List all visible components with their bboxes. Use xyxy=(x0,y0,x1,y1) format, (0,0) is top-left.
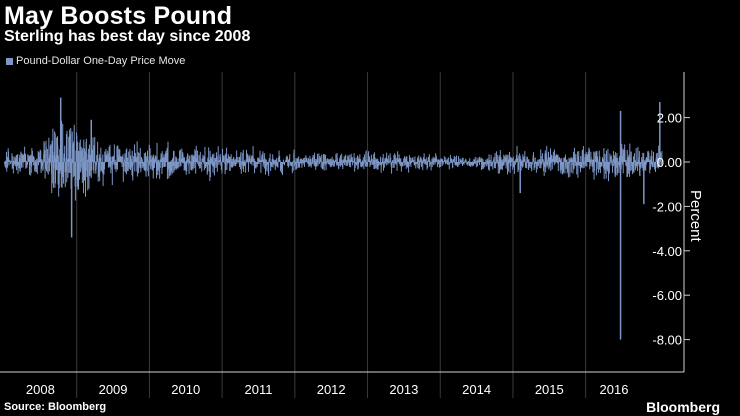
x-tick-label: 2010 xyxy=(171,382,200,397)
legend-label: Pound-Dollar One-Day Price Move xyxy=(16,55,186,67)
chart-subtitle: Sterling has best day since 2008 xyxy=(4,28,251,45)
y-tick-label: -6.00 xyxy=(652,288,682,303)
x-tick-label: 2014 xyxy=(462,382,491,397)
y-tick-label: -8.00 xyxy=(652,333,682,348)
x-tick-label: 2015 xyxy=(535,382,564,397)
legend-swatch xyxy=(6,57,13,65)
x-tick-label: 2013 xyxy=(389,382,418,397)
y-tick-label: -2.00 xyxy=(652,199,682,214)
x-tick-label: 2008 xyxy=(26,382,55,397)
chart-axis xyxy=(0,72,690,373)
x-tick-label: 2016 xyxy=(600,382,629,397)
x-tick-labels: 2008 2009 2010 2011 2012 2013 2014 2015 2016 xyxy=(26,382,629,397)
chart-title: May Boosts Pound xyxy=(4,2,233,30)
x-tick-label: 2012 xyxy=(317,382,346,397)
y-tick-label: -4.00 xyxy=(652,244,682,259)
legend: Pound-Dollar One-Day Price Move xyxy=(6,55,185,67)
source-note: Source: Bloomberg xyxy=(4,401,107,413)
y-tick-label: 0.00 xyxy=(657,155,682,170)
brand-logo: Bloomberg xyxy=(646,399,720,415)
x-tick-label: 2009 xyxy=(99,382,128,397)
y-tick-label: 2.00 xyxy=(657,111,682,126)
chart-bars xyxy=(3,97,663,340)
y-tick-labels: 2.00 0.00 -2.00 -4.00 -6.00 -8.00 xyxy=(652,111,682,348)
y-axis-label: Percent xyxy=(687,190,704,242)
chart-gridlines xyxy=(76,72,587,398)
x-tick-label: 2011 xyxy=(244,382,272,397)
